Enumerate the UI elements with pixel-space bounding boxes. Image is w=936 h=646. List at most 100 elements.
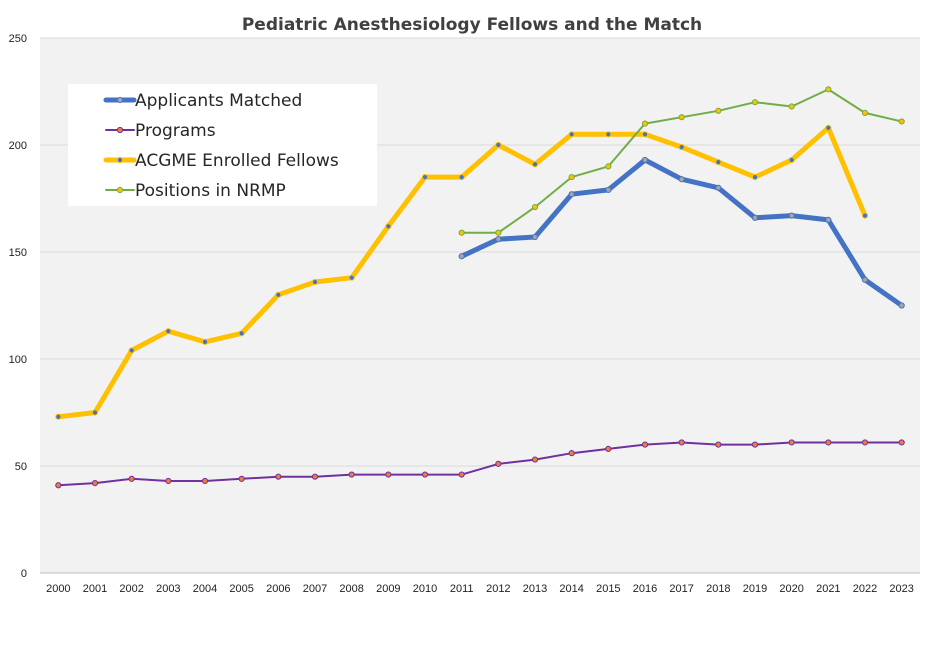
- data-point: [788, 156, 795, 164]
- data-point: [715, 441, 722, 448]
- data-point: [55, 413, 62, 420]
- data-point: [641, 131, 649, 138]
- data-point: [825, 216, 832, 223]
- legend-label: Programs: [135, 121, 216, 141]
- data-point: [91, 409, 99, 416]
- x-tick-label: 2018: [706, 583, 730, 595]
- legend-box: [68, 84, 377, 206]
- data-point: [128, 475, 135, 482]
- data-point: [861, 212, 869, 219]
- data-point: [55, 482, 62, 489]
- data-point: [898, 118, 905, 125]
- x-tick-label: 2002: [119, 583, 143, 595]
- gridlines: [40, 37, 920, 574]
- data-point: [715, 159, 722, 166]
- x-tick-label: 2010: [413, 583, 437, 595]
- legend-label: ACGME Enrolled Fellows: [135, 151, 339, 171]
- data-point: [715, 184, 722, 191]
- x-tick-label: 2005: [229, 583, 253, 595]
- data-point: [751, 174, 759, 181]
- x-tick-label: 2023: [889, 583, 913, 595]
- data-point: [568, 174, 575, 181]
- data-point: [641, 441, 649, 448]
- data-point: [568, 191, 575, 198]
- data-point: [751, 99, 759, 106]
- x-tick-label: 2021: [816, 583, 840, 595]
- data-point: [788, 439, 795, 446]
- x-axis: 2000 2001 2002 2003 2004 2005 2006 2007 2008 2009…: [46, 583, 914, 595]
- data-point: [458, 174, 465, 181]
- legend-item: Programs: [105, 121, 216, 141]
- x-tick-label: 2022: [853, 583, 877, 595]
- x-tick-label: 2012: [486, 583, 510, 595]
- data-point: [678, 439, 685, 446]
- x-tick-label: 2001: [83, 583, 107, 595]
- data-point: [201, 338, 209, 345]
- data-point: [311, 473, 319, 480]
- x-tick-label: 2003: [156, 583, 180, 595]
- data-point: [495, 141, 502, 149]
- data-point: [788, 212, 795, 219]
- chart-title: Pediatric Anesthesiology Fellows and the…: [242, 15, 702, 35]
- x-tick-label: 2017: [669, 583, 693, 595]
- legend: Applicants Matched Programs ACGME Enrolled…: [68, 84, 377, 206]
- series-applicants-matched: [458, 156, 905, 309]
- x-tick-label: 2016: [633, 583, 657, 595]
- y-tick-label: 200: [9, 140, 27, 152]
- data-point: [568, 450, 575, 457]
- data-point: [751, 214, 759, 221]
- data-point: [495, 229, 502, 236]
- data-point: [825, 439, 832, 446]
- data-point: [531, 233, 539, 241]
- data-point: [715, 107, 722, 114]
- data-point: [421, 471, 429, 478]
- data-point: [861, 276, 869, 283]
- data-point: [861, 109, 869, 117]
- series-acgme-enrolled-fellows: [55, 124, 869, 420]
- data-point: [531, 203, 539, 211]
- legend-marker: [116, 96, 124, 104]
- data-point: [641, 156, 649, 164]
- data-point: [458, 471, 465, 478]
- data-point: [678, 176, 685, 183]
- data-point: [531, 456, 539, 463]
- y-tick-label: 150: [9, 247, 27, 259]
- data-point: [165, 328, 172, 335]
- data-point: [605, 186, 612, 194]
- data-point: [678, 114, 685, 121]
- x-tick-label: 2008: [339, 583, 363, 595]
- data-point: [678, 144, 685, 151]
- data-point: [385, 471, 392, 478]
- legend-item: Applicants Matched: [103, 91, 302, 111]
- data-point: [275, 473, 282, 480]
- x-tick-label: 2009: [376, 583, 400, 595]
- x-tick-label: 2007: [303, 583, 327, 595]
- legend-item: ACGME Enrolled Fellows: [103, 151, 339, 171]
- legend-marker: [116, 186, 124, 194]
- data-point: [311, 278, 319, 286]
- data-point: [348, 274, 355, 281]
- data-point: [825, 124, 832, 131]
- data-point: [788, 103, 795, 110]
- y-tick-label: 100: [9, 354, 27, 366]
- data-point: [641, 120, 649, 127]
- y-tick-label: 0: [21, 568, 27, 580]
- legend-marker: [116, 126, 124, 134]
- data-point: [568, 131, 575, 138]
- data-point: [238, 330, 245, 337]
- x-tick-label: 2014: [559, 583, 583, 595]
- series-programs: [55, 439, 905, 489]
- data-point: [385, 223, 392, 230]
- data-point: [495, 236, 502, 243]
- data-point: [458, 253, 465, 260]
- data-point: [165, 477, 172, 485]
- y-axis: 0 50 100 150 200 250: [9, 33, 27, 580]
- x-tick-label: 2015: [596, 583, 620, 595]
- legend-label: Applicants Matched: [135, 91, 302, 111]
- data-point: [861, 439, 869, 446]
- data-point: [458, 229, 465, 236]
- data-point: [91, 480, 99, 487]
- series-layer: [55, 86, 905, 489]
- data-point: [898, 439, 905, 446]
